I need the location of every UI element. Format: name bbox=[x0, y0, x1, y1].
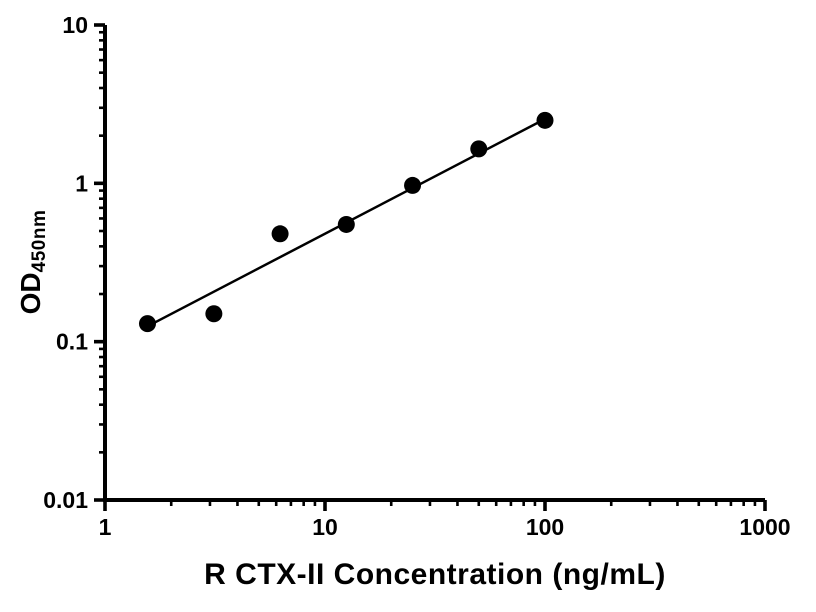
y-axis-title-sub: 450nm bbox=[29, 209, 50, 273]
x-tick-label: 1 bbox=[99, 514, 112, 540]
y-tick-label: 1 bbox=[75, 170, 88, 196]
data-point bbox=[337, 215, 355, 233]
data-point bbox=[271, 225, 289, 243]
y-axis-title: OD450nm bbox=[15, 209, 50, 315]
data-point bbox=[470, 140, 488, 158]
data-point bbox=[205, 305, 223, 323]
x-axis-title: R CTX-II Concentration (ng/mL) bbox=[204, 558, 666, 591]
y-axis-title-main: OD bbox=[15, 272, 46, 315]
y-tick-label: 0.01 bbox=[43, 487, 88, 513]
x-tick-label: 10 bbox=[312, 514, 338, 540]
y-tick-label: 0.1 bbox=[56, 329, 88, 355]
x-tick-label: 100 bbox=[526, 514, 564, 540]
x-tick-label: 1000 bbox=[739, 514, 790, 540]
data-point bbox=[404, 176, 422, 194]
data-point bbox=[138, 315, 156, 333]
data-point bbox=[536, 111, 554, 129]
y-tick-label: 10 bbox=[62, 12, 88, 38]
